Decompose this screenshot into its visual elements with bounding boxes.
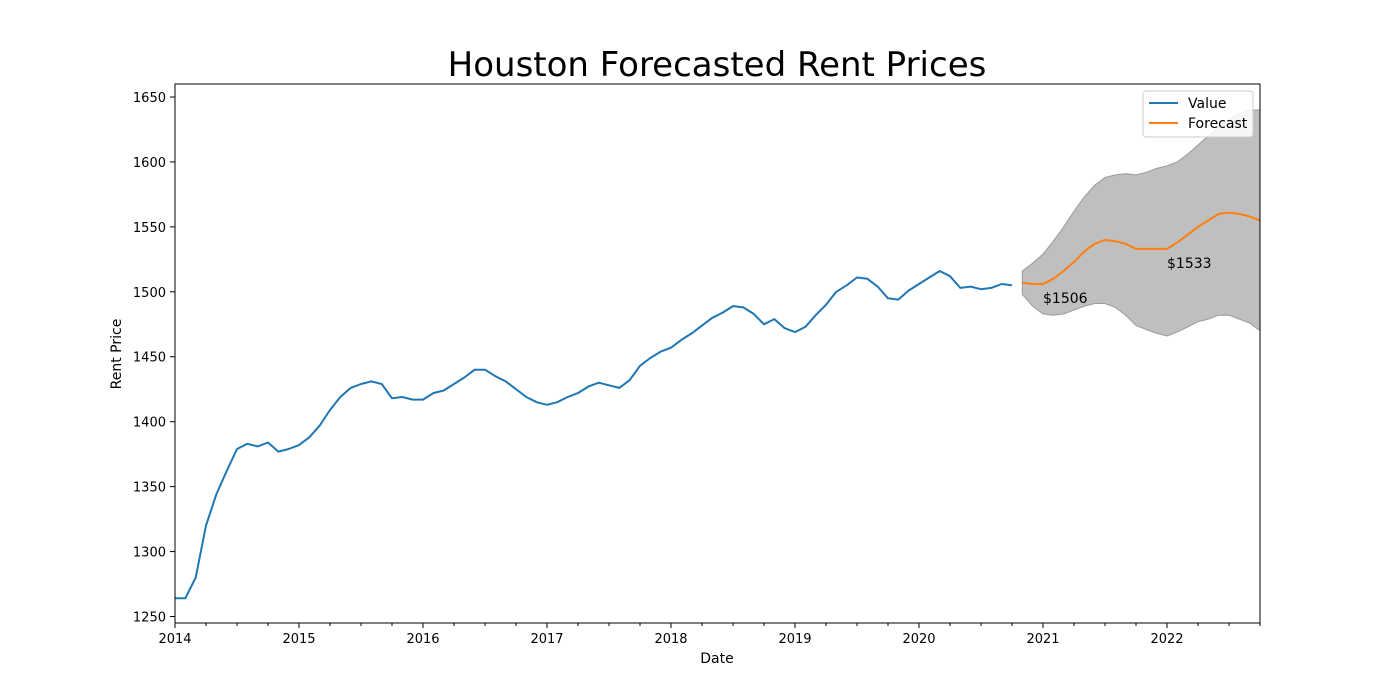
annotation-label: $1506 (1043, 291, 1088, 307)
x-tick-label: 2020 (902, 632, 935, 647)
x-tick-label: 2014 (158, 632, 191, 647)
x-tick-label: 2019 (778, 632, 811, 647)
x-axis-label: Date (700, 651, 733, 667)
x-tick-label: 2016 (406, 632, 439, 647)
y-tick-label: 1450 (133, 351, 166, 366)
y-tick-label: 1350 (133, 481, 166, 496)
y-tick-label: 1300 (133, 546, 166, 561)
y-tick-label: 1500 (133, 286, 166, 301)
forecast-series-line (1022, 211, 1261, 285)
y-tick-label: 1600 (133, 156, 166, 171)
annotation-label: $1533 (1167, 256, 1212, 272)
legend: Value Forecast (1142, 90, 1254, 138)
x-tick-label: 2021 (1026, 632, 1059, 647)
y-tick-label: 1400 (133, 416, 166, 431)
y-tick-label: 1550 (133, 221, 166, 236)
legend-label-forecast: Forecast (1188, 116, 1248, 132)
x-tick-label: 2017 (530, 632, 563, 647)
chart-title: Houston Forecasted Rent Prices (448, 45, 987, 85)
plot-frame (174, 83, 1261, 624)
legend-label-value: Value (1188, 96, 1226, 112)
y-tick-label: 1250 (133, 611, 166, 626)
x-tick-label: 2015 (282, 632, 315, 647)
x-tick-label: 2022 (1150, 632, 1183, 647)
y-tick-label: 1650 (133, 91, 166, 106)
x-tick-label: 2018 (654, 632, 687, 647)
value-series-line (175, 270, 1013, 600)
y-axis-label: Rent Price (109, 319, 125, 390)
